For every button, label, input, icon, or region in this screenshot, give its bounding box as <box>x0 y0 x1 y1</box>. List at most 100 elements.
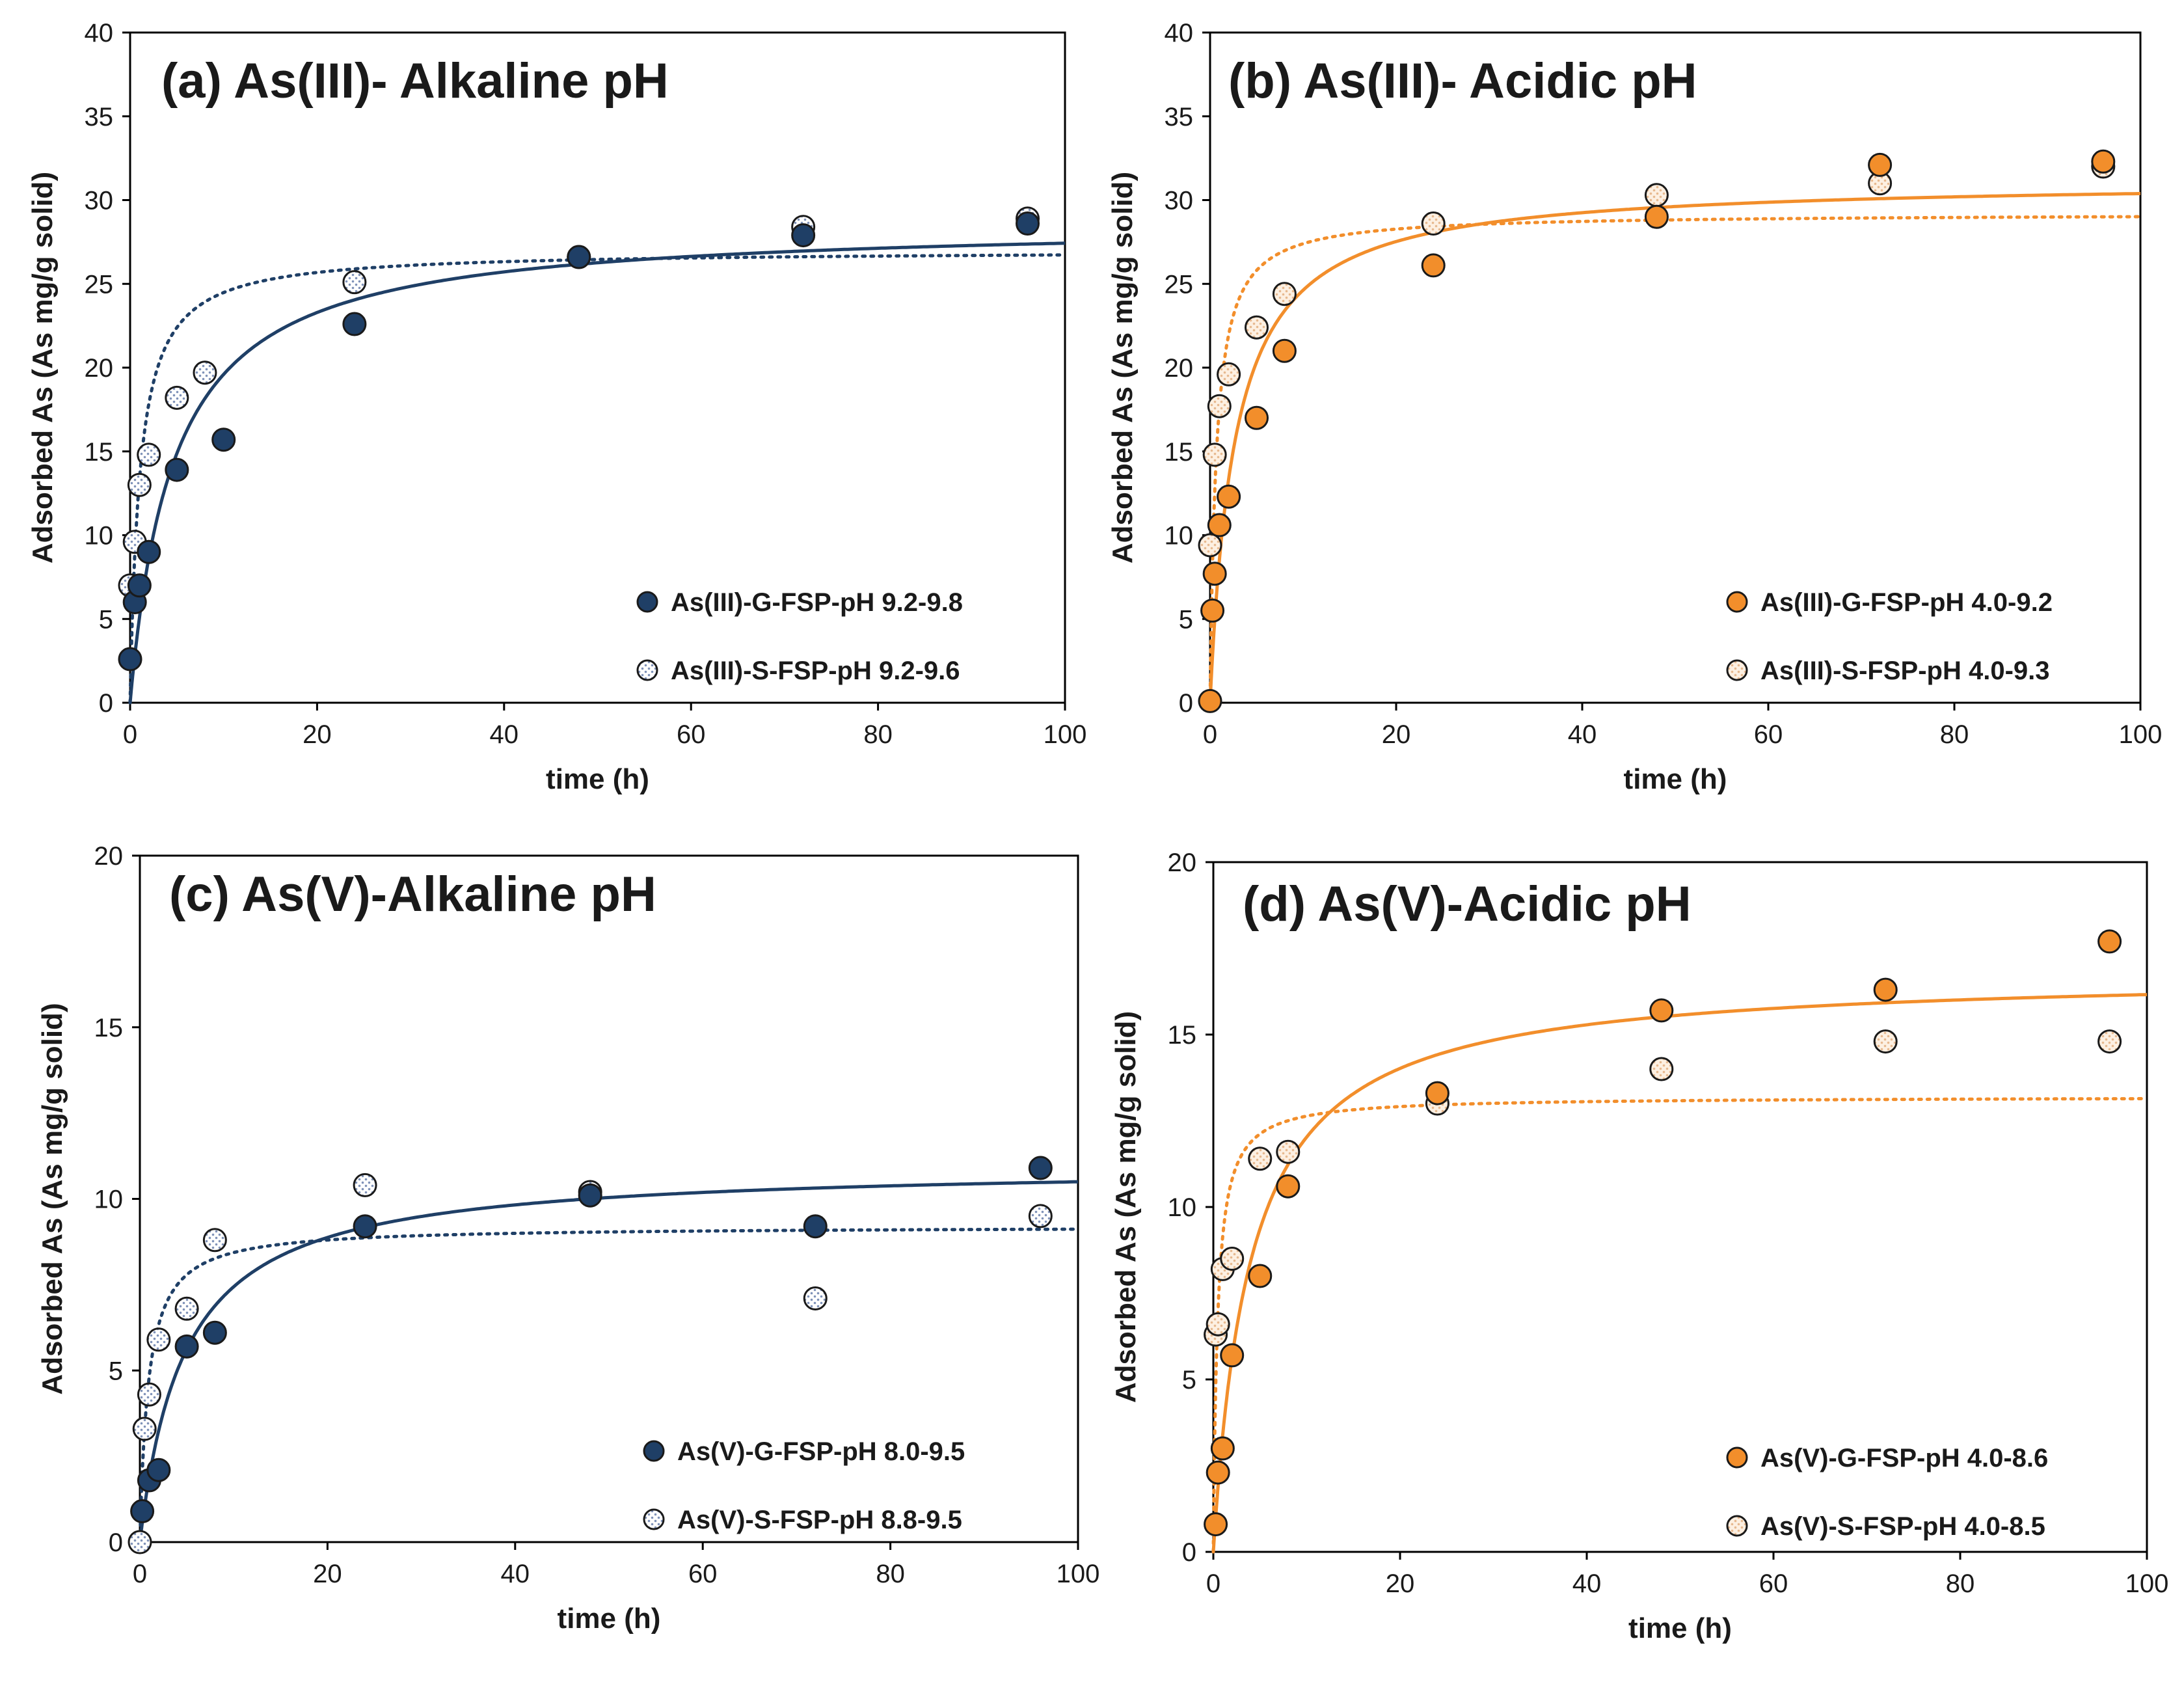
y-tick-label: 25 <box>1165 270 1194 299</box>
data-point <box>165 385 189 410</box>
fit-curve-dotted <box>138 1227 1080 1544</box>
data-point <box>146 1458 171 1482</box>
data-point <box>1245 405 1269 430</box>
x-tick-label: 60 <box>677 720 706 749</box>
chart-title: (d) As(V)-Acidic pH <box>1243 876 1692 932</box>
legend-label: As(III)-S-FSP-pH 4.0-9.3 <box>1760 657 2050 685</box>
data-point <box>1198 688 1222 713</box>
data-point <box>803 1286 828 1310</box>
data-point <box>342 270 367 295</box>
x-tick-label: 0 <box>123 720 137 749</box>
legend-label: As(V)-G-FSP-pH 8.0-9.5 <box>677 1437 965 1466</box>
data-point <box>1204 1512 1228 1537</box>
data-point <box>1276 1174 1301 1199</box>
x-tick-label: 20 <box>1382 720 1411 749</box>
data-point <box>1649 1057 1674 1081</box>
chart-panel-1: 0 20 40 60 80 100 0 5 10 15 20 25 30 35 40 time (h) Adso… <box>1107 19 2162 795</box>
x-tick-label: 80 <box>1940 720 1969 749</box>
data-point <box>211 427 236 452</box>
y-axis-title: Adsorbed As (As mg/g solid) <box>1110 1011 1142 1403</box>
data-point <box>174 1334 199 1359</box>
legend-label: As(V)-S-FSP-pH 8.8-9.5 <box>677 1506 962 1534</box>
x-tick-label: 60 <box>688 1560 718 1588</box>
data-point <box>1868 152 1893 177</box>
y-tick-label: 25 <box>85 270 114 299</box>
y-tick-label: 30 <box>85 187 114 215</box>
data-point <box>137 1382 161 1407</box>
x-tick-label: 60 <box>1754 720 1783 749</box>
legend-label: As(V)-G-FSP-pH 4.0-8.6 <box>1760 1444 2048 1472</box>
data-point <box>193 360 217 385</box>
chart-title: (c) As(V)-Alkaline pH <box>169 867 656 922</box>
legend-marker <box>643 1440 665 1462</box>
plot-area <box>1212 861 2148 1553</box>
x-tick-label: 60 <box>1759 1569 1788 1598</box>
data-point <box>118 647 142 671</box>
y-tick-label: 20 <box>1168 848 1197 877</box>
x-axis-title: time (h) <box>558 1603 661 1635</box>
data-point <box>1272 338 1297 363</box>
y-tick-label: 20 <box>1165 354 1194 383</box>
data-point <box>1028 1204 1053 1228</box>
y-tick-label: 35 <box>85 103 114 131</box>
x-tick-label: 20 <box>1386 1569 1415 1598</box>
x-tick-label: 20 <box>303 720 332 749</box>
data-point <box>1206 1312 1230 1336</box>
y-tick-label: 15 <box>94 1014 124 1042</box>
data-point <box>132 1417 157 1441</box>
data-point <box>1425 1081 1449 1106</box>
data-point <box>137 442 161 467</box>
data-point <box>803 1214 828 1239</box>
data-point <box>130 1499 155 1524</box>
data-point <box>2097 1029 2122 1054</box>
data-point <box>1220 1343 1245 1368</box>
x-tick-label: 20 <box>313 1560 342 1588</box>
x-tick-label: 0 <box>1203 720 1217 749</box>
data-point <box>128 1530 152 1554</box>
legend-marker <box>636 659 658 681</box>
data-point <box>1873 977 1898 1002</box>
data-point <box>127 573 152 598</box>
data-point <box>1202 562 1227 586</box>
x-tick-label: 0 <box>1206 1569 1220 1598</box>
fit-curve-dotted <box>1208 215 2142 705</box>
data-point <box>1272 282 1297 306</box>
x-tick-label: 40 <box>1572 1569 1602 1598</box>
y-tick-label: 10 <box>94 1186 124 1214</box>
data-point <box>2097 929 2122 954</box>
x-tick-label: 100 <box>2125 1569 2169 1598</box>
y-tick-label: 5 <box>109 1357 123 1385</box>
x-tick-label: 100 <box>1044 720 1087 749</box>
data-point <box>1207 394 1232 418</box>
data-point <box>1644 183 1669 208</box>
x-tick-label: 40 <box>1568 720 1597 749</box>
data-point <box>1202 442 1227 467</box>
chart-title: (a) As(III)- Alkaline pH <box>161 53 669 109</box>
x-tick-label: 80 <box>863 720 893 749</box>
data-point <box>202 1228 227 1253</box>
data-point <box>1248 1264 1273 1288</box>
chart-panel-2: 0 20 40 60 80 100 0 5 10 15 20 time (h) Adsorbed As … <box>36 842 1099 1635</box>
data-point <box>1873 1029 1898 1054</box>
data-point <box>1276 1139 1301 1164</box>
chart-panel-3: 0 20 40 60 80 100 0 5 10 15 20 time (h) Adsorbed As … <box>1110 848 2168 1644</box>
data-point <box>1217 362 1241 387</box>
legend-label: As(III)-G-FSP-pH 4.0-9.2 <box>1760 588 2053 617</box>
data-point <box>137 539 161 564</box>
x-tick-label: 100 <box>2119 720 2163 749</box>
data-point <box>1200 598 1225 623</box>
y-tick-label: 35 <box>1165 103 1194 131</box>
data-point <box>791 223 816 248</box>
x-tick-label: 0 <box>133 1560 147 1588</box>
legend-marker <box>1726 1515 1748 1537</box>
y-axis-title: Adsorbed As (As mg/g solid) <box>1107 172 1139 563</box>
x-axis-title: time (h) <box>1624 763 1727 795</box>
data-point <box>1421 253 1446 278</box>
x-tick-label: 100 <box>1057 1560 1100 1588</box>
y-tick-label: 0 <box>1179 689 1193 718</box>
legend-marker <box>643 1508 665 1530</box>
data-point <box>1245 315 1269 340</box>
data-point <box>1421 211 1446 236</box>
plot-area <box>129 31 1066 704</box>
